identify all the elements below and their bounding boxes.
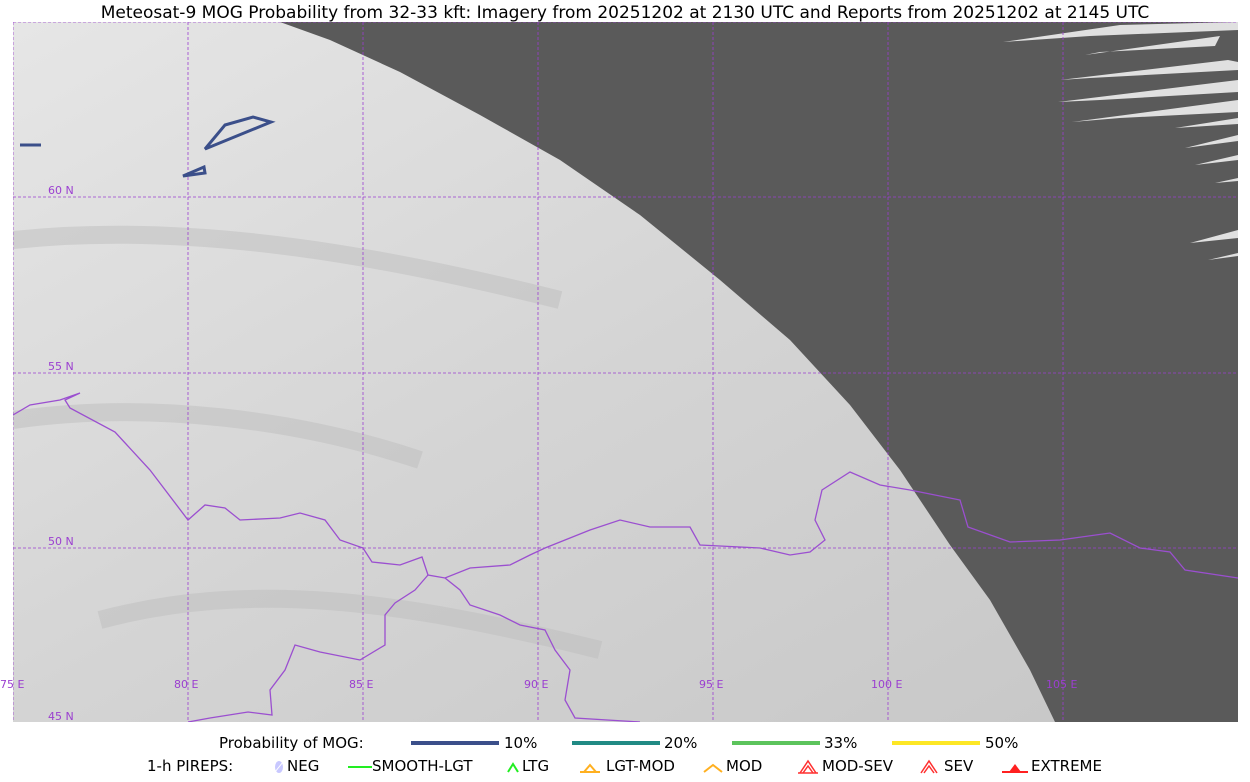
lat-label: 50 N <box>48 535 74 548</box>
legend-ltg: LTG <box>522 757 550 775</box>
legend-50pct: 50% <box>985 734 1019 752</box>
satellite-map: 75 E 80 E 85 E 90 E 95 E 100 E 105 E 60 … <box>0 22 1238 723</box>
country-borders <box>13 392 1238 722</box>
legend-extreme: EXTREME <box>1031 757 1102 775</box>
pireps-legend-label: 1-h PIREPS: <box>147 757 234 775</box>
ltg-icon <box>507 762 519 773</box>
lat-labels: 60 N 55 N 50 N 45 N <box>48 184 74 723</box>
lon-label: 90 E <box>524 678 548 691</box>
edge-artifacts <box>1003 22 1238 260</box>
line-50pct-swatch <box>892 741 980 745</box>
probability-legend: Probability of MOG: 10% 20% 33% 50% <box>0 734 1250 754</box>
legend-lgt-mod: LGT-MOD <box>606 757 675 775</box>
lon-label: 105 E <box>1046 678 1077 691</box>
mod-sev-icon <box>798 759 818 774</box>
probability-legend-label: Probability of MOG: <box>219 734 364 752</box>
legend-neg: NEG <box>287 757 320 775</box>
line-10pct-swatch <box>411 741 499 745</box>
legend-mod: MOD <box>726 757 763 775</box>
lat-label: 60 N <box>48 184 74 197</box>
lon-label: 100 E <box>871 678 902 691</box>
lon-label: 85 E <box>349 678 373 691</box>
legend-20pct: 20% <box>664 734 698 752</box>
lon-label: 95 E <box>699 678 723 691</box>
lon-label: 75 E <box>0 678 24 691</box>
mog-10pct-contours <box>20 115 276 178</box>
lat-label: 45 N <box>48 710 74 723</box>
line-20pct-swatch <box>572 741 660 745</box>
graticule <box>13 22 1238 722</box>
neg-icon <box>274 761 284 773</box>
lon-labels: 75 E 80 E 85 E 90 E 95 E 100 E 105 E <box>0 678 1077 691</box>
lon-label: 80 E <box>174 678 198 691</box>
line-33pct-swatch <box>732 741 820 745</box>
legend-10pct: 10% <box>504 734 538 752</box>
legend-smooth-lgt: SMOOTH-LGT <box>372 757 473 775</box>
sev-icon <box>920 759 938 774</box>
legend-mod-sev: MOD-SEV <box>822 757 893 775</box>
smooth-lgt-icon <box>348 766 372 768</box>
lat-label: 55 N <box>48 360 74 373</box>
pireps-legend: 1-h PIREPS: NEG SMOOTH-LGT LTG LGT-MOD M… <box>0 757 1250 777</box>
mod-icon <box>703 763 723 773</box>
extreme-icon <box>1002 764 1028 773</box>
legend-33pct: 33% <box>824 734 858 752</box>
lgt-mod-icon <box>580 763 600 773</box>
map-title: Meteosat-9 MOG Probability from 32-33 kf… <box>100 3 1150 23</box>
legend-sev: SEV <box>944 757 974 775</box>
